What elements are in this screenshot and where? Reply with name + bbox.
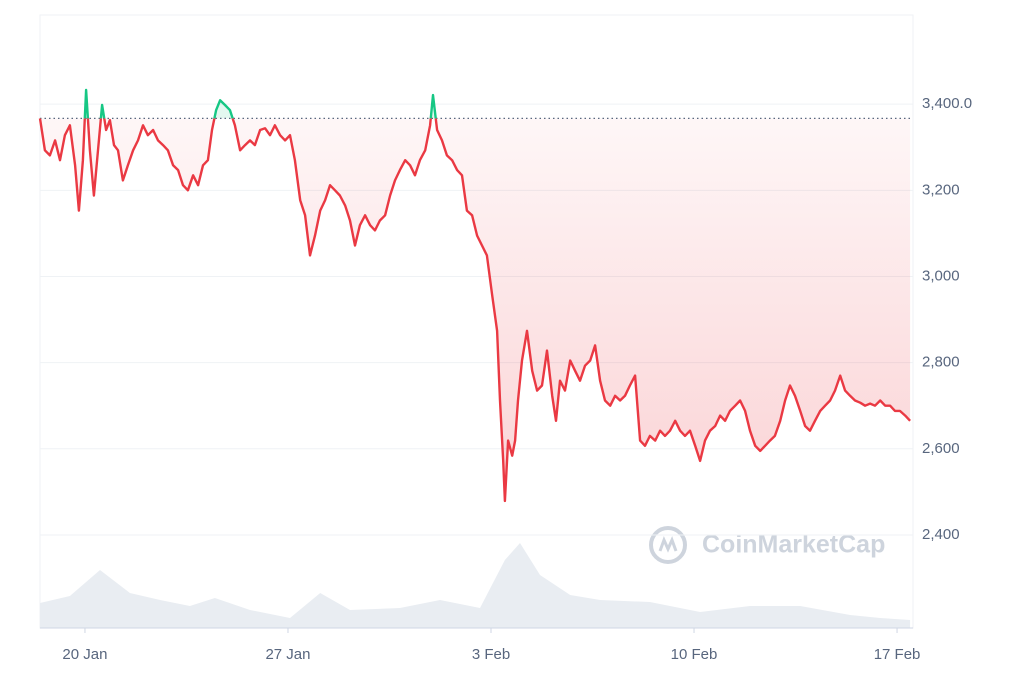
x-tick-label: 20 Jan: [62, 646, 107, 663]
watermark: CoinMarketCap: [649, 526, 885, 564]
x-tick-label: 17 Feb: [874, 646, 921, 663]
volume-area: [40, 543, 911, 628]
y-tick-label: 2,400: [922, 526, 960, 543]
y-tick-label: 2,800: [922, 354, 960, 371]
x-tick-label: 3 Feb: [472, 646, 510, 663]
y-tick-label: 2,600: [922, 440, 960, 457]
y-tick-label: 3,200: [922, 181, 960, 198]
price-line-below: [38, 118, 911, 503]
y-tick-label: 3,400.0: [922, 95, 972, 112]
x-tick-label: 27 Jan: [265, 646, 310, 663]
watermark-logo: [649, 526, 687, 564]
y-tick-label: 3,000: [922, 267, 960, 284]
watermark-logo-mark: [658, 535, 678, 553]
area-below-baseline: [40, 118, 911, 501]
x-tick-label: 10 Feb: [671, 646, 718, 663]
